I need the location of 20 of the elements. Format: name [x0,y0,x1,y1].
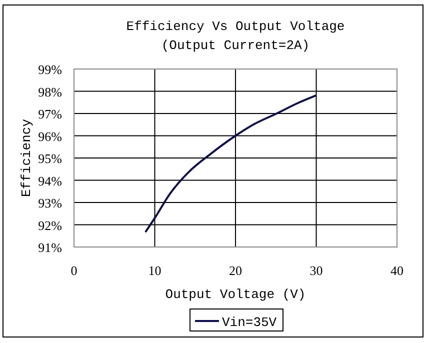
chart-subtitle: (Output Current=2A) [161,38,310,53]
y-tick-label: 97% [38,106,62,122]
legend-label: Vin=35V [222,315,277,330]
x-tick-label: 30 [310,263,323,278]
y-tick-label: 92% [38,218,62,233]
y-tick-label: 93% [38,196,62,210]
y-tick-label: 91% [38,240,62,255]
y-axis-title: Efficiency [19,118,34,198]
chart-title: Efficiency Vs Output Voltage [126,19,345,34]
x-tick-label: 20 [229,263,242,278]
y-tick-label: 96% [38,128,62,144]
x-tick-label: 10 [148,263,162,278]
line-series [144,94,316,232]
x-tick-label: 40 [390,263,404,278]
x-tick-label: 0 [70,263,78,278]
y-tick-label: 98% [38,84,62,100]
x-axis-title: Output Voltage (V) [165,287,306,302]
y-tick-label: 99% [38,62,62,77]
y-tick-label: 95% [38,151,62,166]
y-tick-label: 94% [38,173,62,188]
